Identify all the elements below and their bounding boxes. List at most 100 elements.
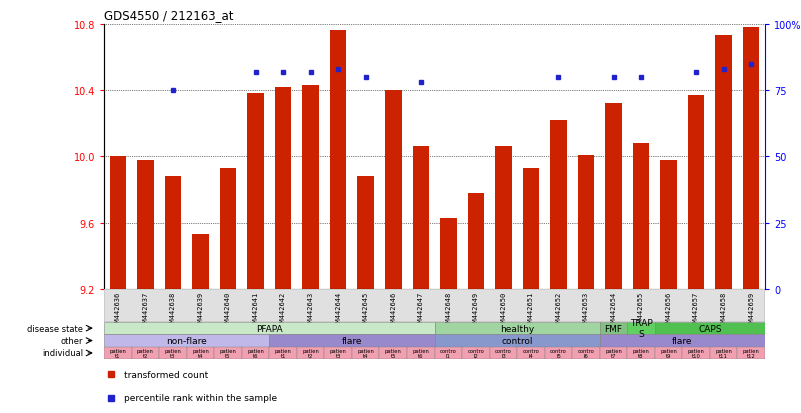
Text: GSM442655: GSM442655 bbox=[638, 291, 644, 329]
Text: GSM442640: GSM442640 bbox=[225, 291, 231, 329]
Text: l1: l1 bbox=[446, 354, 451, 358]
Text: GSM442646: GSM442646 bbox=[390, 291, 396, 329]
Text: t5: t5 bbox=[391, 354, 396, 358]
Text: GSM442642: GSM442642 bbox=[280, 291, 286, 329]
Bar bbox=[517, 347, 545, 359]
Bar bbox=[192, 235, 209, 289]
Text: percentile rank within the sample: percentile rank within the sample bbox=[124, 394, 277, 402]
Text: t6: t6 bbox=[253, 354, 258, 358]
Text: GSM442658: GSM442658 bbox=[721, 291, 727, 329]
Text: GSM442650: GSM442650 bbox=[501, 291, 506, 329]
Bar bbox=[660, 160, 677, 289]
Bar bbox=[654, 322, 765, 335]
Bar bbox=[743, 28, 759, 289]
Text: l6: l6 bbox=[584, 354, 589, 358]
Bar bbox=[550, 121, 567, 289]
Bar bbox=[606, 104, 622, 289]
Bar bbox=[545, 347, 572, 359]
Bar bbox=[137, 160, 154, 289]
Text: control: control bbox=[501, 336, 533, 345]
Text: contro: contro bbox=[468, 349, 485, 354]
Text: t5: t5 bbox=[225, 354, 231, 358]
Bar bbox=[330, 31, 346, 289]
Bar bbox=[242, 347, 269, 359]
Text: GSM442648: GSM442648 bbox=[445, 291, 451, 329]
Text: t2: t2 bbox=[308, 354, 313, 358]
Bar bbox=[214, 347, 242, 359]
Text: GSM442636: GSM442636 bbox=[115, 291, 121, 329]
Bar bbox=[104, 335, 269, 347]
Bar bbox=[380, 347, 407, 359]
Text: GSM442657: GSM442657 bbox=[693, 291, 699, 329]
Text: flare: flare bbox=[342, 336, 362, 345]
Text: patien: patien bbox=[413, 349, 429, 354]
Text: patien: patien bbox=[248, 349, 264, 354]
Text: contro: contro bbox=[495, 349, 512, 354]
Bar bbox=[357, 177, 374, 289]
Text: patien: patien bbox=[660, 349, 677, 354]
Text: patien: patien bbox=[110, 349, 127, 354]
Text: PFAPA: PFAPA bbox=[256, 324, 283, 333]
Text: GSM442638: GSM442638 bbox=[170, 291, 176, 329]
Bar bbox=[434, 335, 600, 347]
Bar bbox=[413, 147, 429, 289]
Bar bbox=[688, 96, 704, 289]
Text: GSM442656: GSM442656 bbox=[666, 291, 671, 329]
Text: individual: individual bbox=[42, 349, 83, 358]
Text: patien: patien bbox=[302, 349, 319, 354]
Bar bbox=[269, 347, 297, 359]
Bar bbox=[187, 347, 214, 359]
Text: patien: patien bbox=[330, 349, 347, 354]
Text: patien: patien bbox=[164, 349, 181, 354]
Text: GSM442659: GSM442659 bbox=[748, 291, 755, 329]
Bar bbox=[710, 347, 738, 359]
Bar bbox=[297, 347, 324, 359]
Bar bbox=[654, 347, 682, 359]
Text: patien: patien bbox=[715, 349, 732, 354]
Bar bbox=[600, 335, 765, 347]
Bar bbox=[738, 347, 765, 359]
Text: t2: t2 bbox=[143, 354, 148, 358]
Text: patien: patien bbox=[219, 349, 236, 354]
Bar bbox=[489, 347, 517, 359]
Bar bbox=[248, 94, 264, 289]
Bar bbox=[715, 36, 732, 289]
Bar bbox=[407, 347, 434, 359]
Text: patien: patien bbox=[137, 349, 154, 354]
Text: transformed count: transformed count bbox=[124, 370, 208, 379]
Text: flare: flare bbox=[672, 336, 693, 345]
Text: l5: l5 bbox=[556, 354, 561, 358]
Bar bbox=[385, 91, 401, 289]
Text: t3: t3 bbox=[171, 354, 175, 358]
Text: FMF: FMF bbox=[605, 324, 622, 333]
Text: TRAP
S: TRAP S bbox=[630, 319, 653, 338]
Text: GSM442652: GSM442652 bbox=[555, 291, 562, 329]
Text: t12: t12 bbox=[747, 354, 755, 358]
Bar bbox=[434, 347, 462, 359]
Text: t1: t1 bbox=[115, 354, 121, 358]
Bar bbox=[159, 347, 187, 359]
Text: contro: contro bbox=[550, 349, 567, 354]
Bar bbox=[627, 347, 654, 359]
Text: patien: patien bbox=[275, 349, 292, 354]
Text: GSM442647: GSM442647 bbox=[418, 291, 424, 329]
Text: contro: contro bbox=[440, 349, 457, 354]
Text: patien: patien bbox=[384, 349, 401, 354]
Text: GSM442653: GSM442653 bbox=[583, 291, 589, 329]
Bar bbox=[468, 193, 484, 289]
Bar bbox=[600, 347, 627, 359]
Bar bbox=[275, 88, 292, 289]
Bar bbox=[434, 322, 600, 335]
Text: t3: t3 bbox=[336, 354, 341, 358]
Bar bbox=[440, 218, 457, 289]
Text: t4: t4 bbox=[198, 354, 203, 358]
Bar bbox=[462, 347, 489, 359]
Text: patien: patien bbox=[605, 349, 622, 354]
Text: t4: t4 bbox=[363, 354, 368, 358]
Bar bbox=[578, 155, 594, 289]
Bar bbox=[600, 322, 627, 335]
Bar bbox=[131, 347, 159, 359]
Text: GSM442645: GSM442645 bbox=[363, 291, 368, 329]
Text: GSM442644: GSM442644 bbox=[335, 291, 341, 329]
Text: other: other bbox=[61, 336, 83, 345]
